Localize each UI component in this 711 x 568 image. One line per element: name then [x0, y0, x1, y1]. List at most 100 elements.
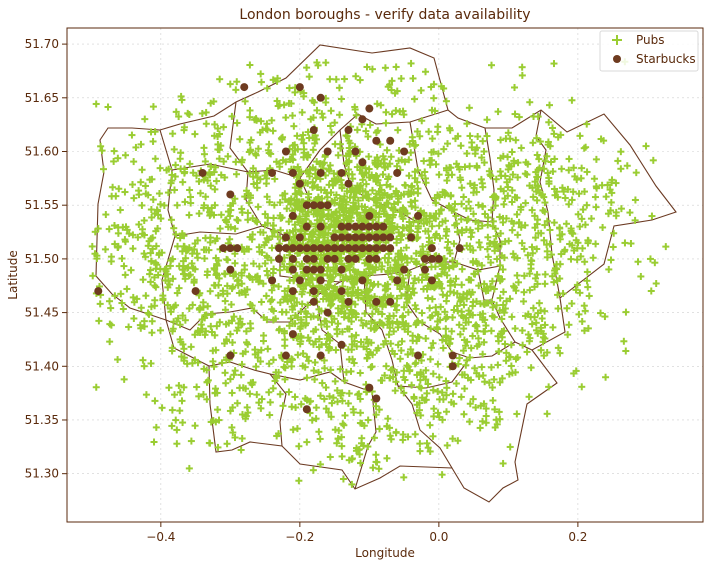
pub-point — [538, 315, 546, 323]
y-tick-label: 51.65 — [25, 91, 59, 105]
pub-point — [267, 150, 275, 158]
pub-point — [130, 194, 138, 202]
pub-point — [151, 397, 159, 405]
pub-point — [434, 409, 442, 417]
pub-point — [529, 304, 537, 312]
pub-point — [393, 368, 401, 376]
pub-point — [355, 216, 363, 224]
pub-point — [297, 323, 305, 331]
pub-point — [270, 201, 278, 209]
pub-point — [178, 397, 186, 405]
pub-point — [327, 107, 335, 115]
pub-point — [97, 142, 105, 150]
starbucks-point — [302, 405, 311, 414]
pub-point — [411, 301, 419, 309]
pub-point — [417, 86, 425, 94]
pub-point — [439, 291, 447, 299]
starbucks-point — [288, 330, 297, 339]
pub-point — [262, 125, 270, 133]
pub-point — [175, 113, 183, 121]
pub-point — [157, 326, 165, 334]
pub-point — [458, 184, 466, 192]
pub-point — [434, 387, 442, 395]
pub-point — [506, 443, 514, 451]
pub-point — [384, 415, 392, 423]
starbucks-point — [337, 265, 346, 274]
pub-point — [196, 189, 204, 197]
starbucks-point — [351, 244, 360, 253]
pub-point — [411, 430, 419, 438]
pub-point — [253, 218, 261, 226]
pub-point — [326, 75, 334, 83]
pub-point — [458, 200, 466, 208]
pub-point — [344, 399, 352, 407]
pub-point — [298, 135, 306, 143]
pub-point — [263, 193, 271, 201]
pub-point — [528, 320, 536, 328]
pub-point — [189, 301, 197, 309]
starbucks-point — [448, 351, 457, 360]
legend-pubs-label: Pubs — [636, 33, 665, 47]
pub-point — [488, 61, 496, 69]
pub-point — [535, 299, 543, 307]
pub-point — [116, 206, 124, 214]
pub-point — [216, 225, 224, 233]
pub-point — [214, 406, 222, 414]
pub-point — [479, 417, 487, 425]
pub-point — [525, 393, 533, 401]
pub-point — [479, 371, 487, 379]
pub-point — [318, 379, 326, 387]
pub-point — [384, 315, 392, 323]
pub-point — [179, 419, 187, 427]
pub-point — [256, 248, 264, 256]
pub-point — [434, 128, 442, 136]
pub-point — [649, 156, 657, 164]
pub-point — [462, 204, 470, 212]
pub-point — [416, 447, 424, 455]
pub-point — [306, 279, 314, 287]
pub-point — [149, 137, 157, 145]
pub-point — [233, 119, 241, 127]
pub-point — [420, 157, 428, 165]
starbucks-point — [365, 383, 374, 392]
starbucks-point — [316, 276, 325, 285]
pub-point — [395, 195, 403, 203]
pub-point — [224, 152, 232, 160]
starbucks-point — [344, 222, 353, 231]
pub-point — [176, 155, 184, 163]
pub-point — [513, 410, 521, 418]
pub-point — [216, 75, 224, 83]
pub-point — [378, 302, 386, 310]
pub-point — [405, 226, 413, 234]
pub-point — [393, 239, 401, 247]
pub-point — [450, 240, 458, 248]
pub-point — [441, 308, 449, 316]
y-tick-label: 51.30 — [25, 467, 59, 481]
pub-point — [324, 263, 332, 271]
pub-point — [193, 383, 201, 391]
pub-point — [398, 337, 406, 345]
pub-point — [257, 298, 265, 306]
pub-point — [312, 404, 320, 412]
pub-point — [565, 155, 573, 163]
pub-point — [478, 363, 486, 371]
pub-point — [494, 361, 502, 369]
starbucks-point — [351, 222, 360, 231]
pub-point — [333, 214, 341, 222]
starbucks-point — [191, 287, 200, 296]
pub-point — [177, 92, 185, 100]
pub-point — [430, 214, 438, 222]
starbucks-point — [323, 244, 332, 253]
starbucks-point — [295, 244, 304, 253]
pub-point — [477, 175, 485, 183]
pub-point — [150, 438, 158, 446]
pub-point — [236, 384, 244, 392]
pub-point — [292, 190, 300, 198]
pub-point — [316, 231, 324, 239]
pub-point — [151, 155, 159, 163]
pub-point — [215, 155, 223, 163]
y-tick-label: 51.60 — [25, 145, 59, 159]
pub-point — [382, 119, 390, 127]
pub-point — [354, 268, 362, 276]
pub-point — [405, 172, 413, 180]
